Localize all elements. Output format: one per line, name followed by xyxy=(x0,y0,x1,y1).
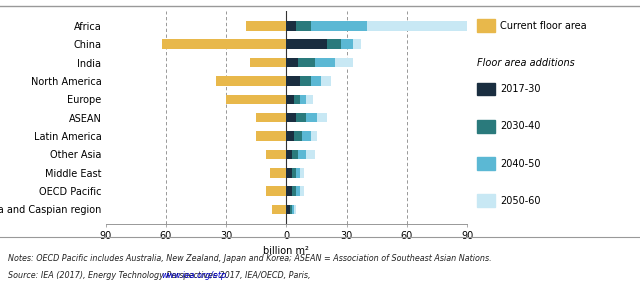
Text: 2050-60: 2050-60 xyxy=(500,196,540,206)
Bar xyxy=(287,94,294,104)
Text: 2017-30: 2017-30 xyxy=(500,84,540,94)
Bar xyxy=(266,186,287,196)
Bar xyxy=(353,40,361,49)
Bar xyxy=(287,186,292,196)
Bar xyxy=(256,113,287,123)
Bar xyxy=(296,168,300,177)
Bar xyxy=(296,186,300,196)
Bar xyxy=(294,94,300,104)
Bar xyxy=(298,150,307,159)
Bar xyxy=(250,58,287,67)
Bar xyxy=(300,76,310,86)
Bar xyxy=(292,168,296,177)
Text: Source: IEA (2017), Energy Technology Perspectives 2017, IEA/OECD, Paris,: Source: IEA (2017), Energy Technology Pe… xyxy=(8,271,313,280)
Bar xyxy=(291,205,292,214)
X-axis label: billion m²: billion m² xyxy=(264,246,309,256)
Bar xyxy=(287,168,292,177)
Bar xyxy=(266,150,287,159)
Bar xyxy=(270,168,287,177)
Bar xyxy=(326,40,340,49)
Bar xyxy=(335,58,353,67)
Bar xyxy=(287,205,291,214)
Bar xyxy=(340,40,353,49)
Bar xyxy=(292,150,298,159)
Bar xyxy=(314,58,335,67)
Bar xyxy=(296,113,307,123)
Bar xyxy=(317,113,326,123)
Bar xyxy=(310,21,367,31)
Bar xyxy=(307,94,312,104)
Bar xyxy=(321,76,331,86)
Bar xyxy=(287,58,298,67)
Bar xyxy=(287,131,294,141)
Bar xyxy=(310,131,317,141)
Bar xyxy=(296,21,310,31)
Bar xyxy=(287,113,296,123)
Bar xyxy=(310,76,321,86)
Text: 2030-40: 2030-40 xyxy=(500,121,540,131)
Bar xyxy=(300,94,307,104)
Bar xyxy=(292,186,296,196)
Bar xyxy=(367,21,471,31)
Bar xyxy=(256,131,287,141)
Bar xyxy=(294,131,303,141)
Bar xyxy=(287,21,296,31)
Bar xyxy=(300,168,305,177)
Bar xyxy=(162,40,287,49)
Bar xyxy=(292,205,294,214)
Text: www.iea.org/etp.: www.iea.org/etp. xyxy=(161,271,229,280)
Bar xyxy=(226,94,287,104)
Text: Current floor area: Current floor area xyxy=(500,21,586,31)
Bar xyxy=(287,76,300,86)
Bar xyxy=(294,205,296,214)
Bar xyxy=(303,131,310,141)
Bar xyxy=(273,205,287,214)
Bar xyxy=(298,58,314,67)
Bar xyxy=(246,21,287,31)
Text: Floor area additions: Floor area additions xyxy=(477,58,575,68)
Text: 2040-50: 2040-50 xyxy=(500,159,540,168)
Bar xyxy=(300,186,305,196)
Bar xyxy=(307,150,314,159)
Bar xyxy=(287,150,292,159)
Bar xyxy=(307,113,317,123)
Bar xyxy=(287,40,326,49)
Bar xyxy=(216,76,287,86)
Text: Notes: OECD Pacific includes Australia, New Zealand, Japan and Korea; ASEAN = As: Notes: OECD Pacific includes Australia, … xyxy=(8,254,492,263)
